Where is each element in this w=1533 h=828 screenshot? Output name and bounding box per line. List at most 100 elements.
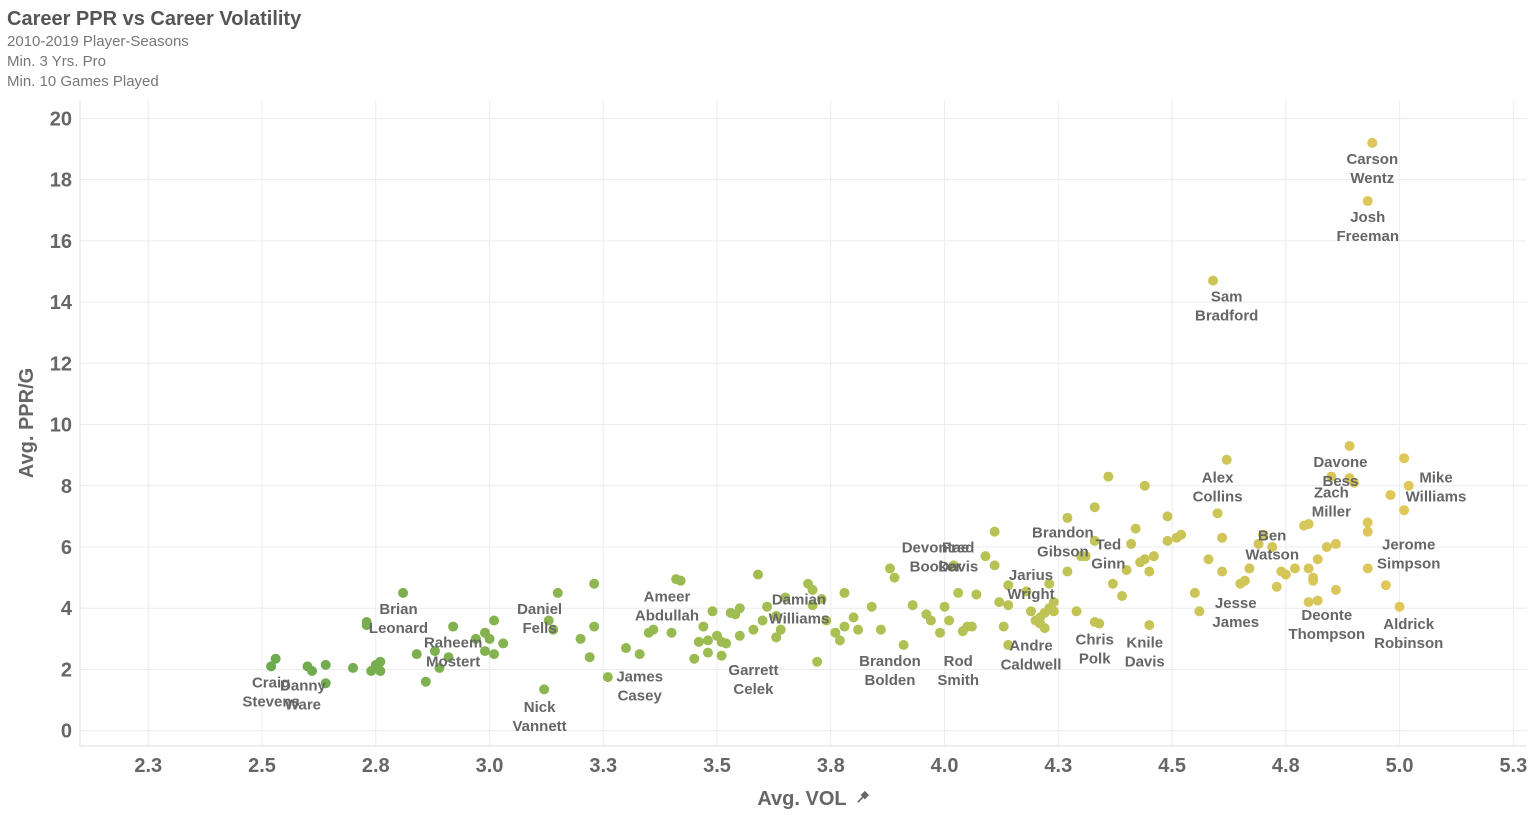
- data-point: [420, 676, 431, 687]
- point-label: Ameer Abdullah: [635, 589, 699, 625]
- point-label: Andre Caldwell: [1001, 638, 1062, 674]
- data-point: [875, 624, 886, 635]
- data-point: [848, 612, 859, 623]
- point-label: Chris Polk: [1076, 632, 1114, 668]
- y-tick-label: 8: [61, 476, 72, 498]
- data-point: [1144, 566, 1155, 577]
- data-point: [853, 624, 864, 635]
- data-point: [998, 621, 1009, 632]
- data-point: [1271, 581, 1282, 592]
- point-label: Fred Davis: [938, 540, 978, 576]
- data-point: [1267, 541, 1278, 552]
- data-point: [1062, 566, 1073, 577]
- data-point: [1139, 480, 1150, 491]
- data-point: [994, 597, 1005, 608]
- data-point: [448, 621, 459, 632]
- data-point: [816, 594, 827, 605]
- chart-header: Career PPR vs Career Volatility 2010-201…: [7, 6, 301, 92]
- data-point: [1330, 538, 1341, 549]
- data-point: [748, 624, 759, 635]
- point-label: Jarius Wright: [1007, 567, 1054, 603]
- y-tick-label: 0: [61, 721, 72, 743]
- point-label: Deonte Thompson: [1288, 607, 1365, 643]
- point-label: Raheem Mostert: [424, 635, 482, 671]
- data-point: [266, 661, 277, 672]
- data-point: [375, 656, 386, 667]
- data-point: [1117, 590, 1128, 601]
- data-point: [1403, 480, 1414, 491]
- data-point: [771, 632, 782, 643]
- data-point: [1126, 538, 1137, 549]
- data-point: [1362, 517, 1373, 528]
- data-point: [489, 615, 500, 626]
- chart-subtitle-2: Min. 3 Yrs. Pro: [7, 53, 106, 70]
- point-label: Josh Freeman: [1336, 209, 1399, 245]
- point-label: Zach Miller: [1312, 485, 1351, 521]
- data-point: [1048, 606, 1059, 617]
- data-point: [634, 649, 645, 660]
- x-tick-label: 4.8: [1272, 755, 1300, 777]
- point-label: Rod Smith: [937, 653, 979, 689]
- point-label: Knile Davis: [1125, 635, 1165, 671]
- point-label: Ben Watson: [1245, 527, 1299, 563]
- data-point: [693, 636, 704, 647]
- x-axis-title: Avg. VOL: [757, 788, 846, 810]
- data-point: [348, 662, 359, 673]
- point-label: James Casey: [616, 668, 663, 704]
- y-tick-label: 6: [61, 537, 72, 559]
- point-label: Brian Leonard: [369, 601, 428, 637]
- data-point: [953, 587, 964, 598]
- data-point: [1212, 508, 1223, 519]
- data-point: [866, 601, 877, 612]
- data-point: [1094, 618, 1105, 629]
- point-label: Craig Stevens: [242, 674, 300, 710]
- data-point: [821, 615, 832, 626]
- data-point: [839, 621, 850, 632]
- y-tick-label: 16: [50, 231, 72, 253]
- data-point: [1203, 554, 1214, 565]
- chart-subtitle-1: 2010-2019 Player-Seasons: [7, 33, 189, 50]
- data-point: [552, 587, 563, 598]
- data-point: [1162, 511, 1173, 522]
- data-point: [1394, 601, 1405, 612]
- data-point: [375, 665, 386, 676]
- data-point: [807, 600, 818, 611]
- point-label: Jesse James: [1212, 595, 1259, 631]
- data-point: [771, 610, 782, 621]
- data-point: [621, 643, 632, 654]
- point-label: Ted Ginn: [1091, 537, 1125, 573]
- data-point: [1080, 551, 1091, 562]
- x-tick-label: 5.0: [1386, 755, 1414, 777]
- data-point: [1221, 454, 1232, 465]
- data-point: [575, 633, 586, 644]
- data-point: [470, 633, 481, 644]
- point-label: Devontae Booker: [902, 540, 970, 576]
- data-point: [1208, 275, 1219, 286]
- data-point: [752, 569, 763, 580]
- data-point: [698, 621, 709, 632]
- data-point: [479, 646, 490, 657]
- y-tick-label: 20: [50, 108, 72, 130]
- data-point: [1280, 569, 1291, 580]
- data-point: [1089, 535, 1100, 546]
- data-point: [925, 615, 936, 626]
- data-point: [1103, 471, 1114, 482]
- data-point: [734, 630, 745, 641]
- data-point: [716, 650, 727, 661]
- data-point: [539, 684, 550, 695]
- data-point: [971, 589, 982, 600]
- data-point: [648, 624, 659, 635]
- data-point: [702, 647, 713, 658]
- data-point: [1349, 477, 1360, 488]
- data-point: [429, 646, 440, 657]
- data-point: [1189, 587, 1200, 598]
- data-point: [1026, 606, 1037, 617]
- point-label: Sam Bradford: [1195, 289, 1258, 325]
- data-point: [734, 603, 745, 614]
- data-point: [1044, 578, 1055, 589]
- data-point: [889, 572, 900, 583]
- data-point: [721, 638, 732, 649]
- data-point: [1071, 606, 1082, 617]
- data-point: [1289, 563, 1300, 574]
- y-tick-label: 14: [50, 292, 73, 314]
